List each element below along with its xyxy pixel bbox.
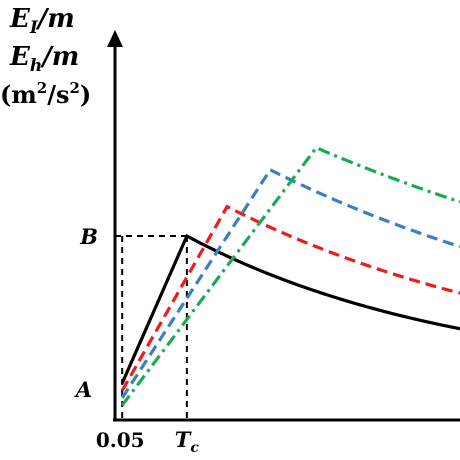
series-group (120, 145, 460, 407)
xtick-label-tc-sub: c (190, 440, 199, 456)
ylabel-line-1-var: E (9, 4, 31, 34)
ytick-label-b: B (79, 224, 98, 249)
ylabel-line-3-mid: /s (47, 80, 69, 109)
ylabel-line-3-sup1: 2 (37, 79, 47, 97)
ylabel-line-2: Eh/m (9, 42, 79, 76)
series-line-3 (120, 167, 460, 399)
ylabel-line-2-var: E (9, 42, 31, 72)
series-line-2 (120, 204, 460, 392)
reference-lines (115, 235, 188, 420)
xtick-label-0-05: 0.05 (96, 428, 145, 452)
ylabel-line-3-sup2: 2 (69, 79, 79, 97)
xtick-label-tc-var: T (175, 427, 192, 452)
y-axis-arrow (107, 30, 123, 47)
ylabel-line-2-unit: /m (39, 42, 79, 72)
ylabel-line-2-sub: h (30, 56, 42, 76)
ylabel-line-1: EI/m (9, 4, 75, 38)
ylabel-line-1-unit: /m (35, 4, 75, 34)
ylabel-line-1-sub: I (29, 18, 39, 38)
ytick-label-a: A (74, 377, 92, 402)
series-line-4 (120, 145, 460, 407)
series-line-1 (120, 233, 460, 384)
ylabel-line-3-close: ) (80, 80, 91, 109)
xtick-label-tc: Tc (175, 427, 200, 456)
ylabel-line-3: (m2/s2) (0, 79, 91, 109)
ylabel-line-3-open: (m (0, 80, 37, 109)
